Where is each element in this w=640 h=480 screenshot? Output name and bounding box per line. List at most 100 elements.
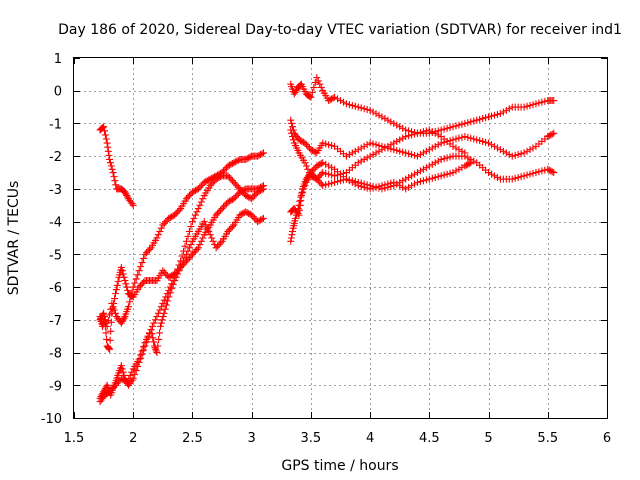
data-point	[174, 270, 182, 278]
data-point	[425, 126, 433, 134]
data-point	[462, 161, 470, 169]
data-point	[357, 157, 365, 165]
data-point	[165, 273, 173, 281]
data-point	[422, 147, 430, 155]
data-point	[331, 178, 339, 186]
data-point	[122, 190, 130, 198]
data-point	[165, 214, 173, 222]
data-point	[443, 154, 451, 162]
data-point	[178, 260, 186, 268]
data-point	[242, 208, 250, 216]
data-point	[127, 293, 135, 301]
data-point	[428, 128, 436, 136]
data-point	[428, 144, 436, 152]
series-s10	[287, 159, 475, 245]
data-point	[101, 316, 109, 324]
data-point	[520, 103, 528, 111]
data-point	[128, 368, 136, 376]
data-point	[140, 278, 148, 286]
data-point	[357, 104, 365, 112]
x-tick-label: 1.5	[64, 431, 85, 446]
data-point	[137, 351, 145, 359]
data-point	[363, 106, 371, 114]
data-point	[180, 257, 188, 265]
data-point	[297, 193, 305, 201]
data-point	[307, 93, 315, 101]
data-point	[369, 140, 377, 148]
data-point	[311, 79, 319, 87]
data-point	[399, 148, 407, 156]
data-point	[171, 211, 179, 219]
data-point	[345, 101, 353, 109]
data-point	[234, 183, 242, 191]
data-point	[470, 135, 478, 143]
y-tick-label: -5	[49, 248, 62, 263]
data-point	[449, 169, 457, 177]
data-point	[243, 192, 251, 200]
data-point	[375, 182, 383, 190]
data-point	[287, 234, 295, 242]
data-point	[214, 174, 222, 182]
data-point	[425, 146, 433, 154]
data-point	[545, 166, 553, 174]
data-point	[523, 171, 531, 179]
data-point	[187, 223, 195, 231]
data-point	[437, 126, 445, 134]
data-point	[372, 110, 380, 118]
data-point	[541, 97, 549, 105]
data-point	[328, 179, 336, 187]
data-point	[514, 151, 522, 159]
data-point	[334, 178, 342, 186]
data-point	[440, 171, 448, 179]
data-point	[228, 223, 236, 231]
data-point	[408, 131, 416, 139]
data-point	[464, 133, 472, 141]
data-point	[113, 380, 121, 388]
data-point	[411, 170, 419, 178]
data-point	[231, 193, 239, 201]
data-point	[215, 208, 223, 216]
data-point	[103, 322, 111, 330]
data-point	[183, 237, 191, 245]
data-point	[140, 254, 148, 262]
data-point	[193, 245, 201, 253]
data-point	[405, 183, 413, 191]
data-point	[514, 173, 522, 181]
data-point	[496, 110, 504, 118]
data-point	[319, 159, 327, 167]
data-point	[233, 157, 241, 165]
data-point	[422, 176, 430, 184]
data-point	[548, 130, 556, 138]
data-point	[260, 214, 268, 222]
data-point	[287, 237, 295, 245]
data-point	[110, 383, 118, 391]
data-point	[104, 147, 112, 155]
data-point	[331, 93, 339, 101]
data-point	[314, 77, 322, 85]
data-point	[313, 175, 321, 183]
x-tick-label: 5	[484, 431, 492, 446]
data-point	[311, 148, 319, 156]
data-point	[413, 169, 421, 177]
data-point	[369, 108, 377, 116]
data-point	[482, 114, 490, 122]
data-point	[196, 183, 204, 191]
data-point	[461, 152, 469, 160]
data-point	[158, 316, 166, 324]
data-point	[431, 173, 439, 181]
data-point	[446, 153, 454, 161]
data-point	[449, 136, 457, 144]
data-point	[387, 179, 395, 187]
data-point	[458, 120, 466, 128]
data-point	[159, 313, 167, 321]
data-point	[246, 153, 254, 161]
data-point	[529, 144, 537, 152]
data-point	[440, 155, 448, 163]
data-point	[328, 164, 336, 172]
data-point	[393, 137, 401, 145]
data-point	[390, 119, 398, 127]
data-point	[111, 381, 119, 389]
data-point	[156, 227, 164, 235]
data-point	[329, 94, 337, 102]
data-point	[357, 182, 365, 190]
